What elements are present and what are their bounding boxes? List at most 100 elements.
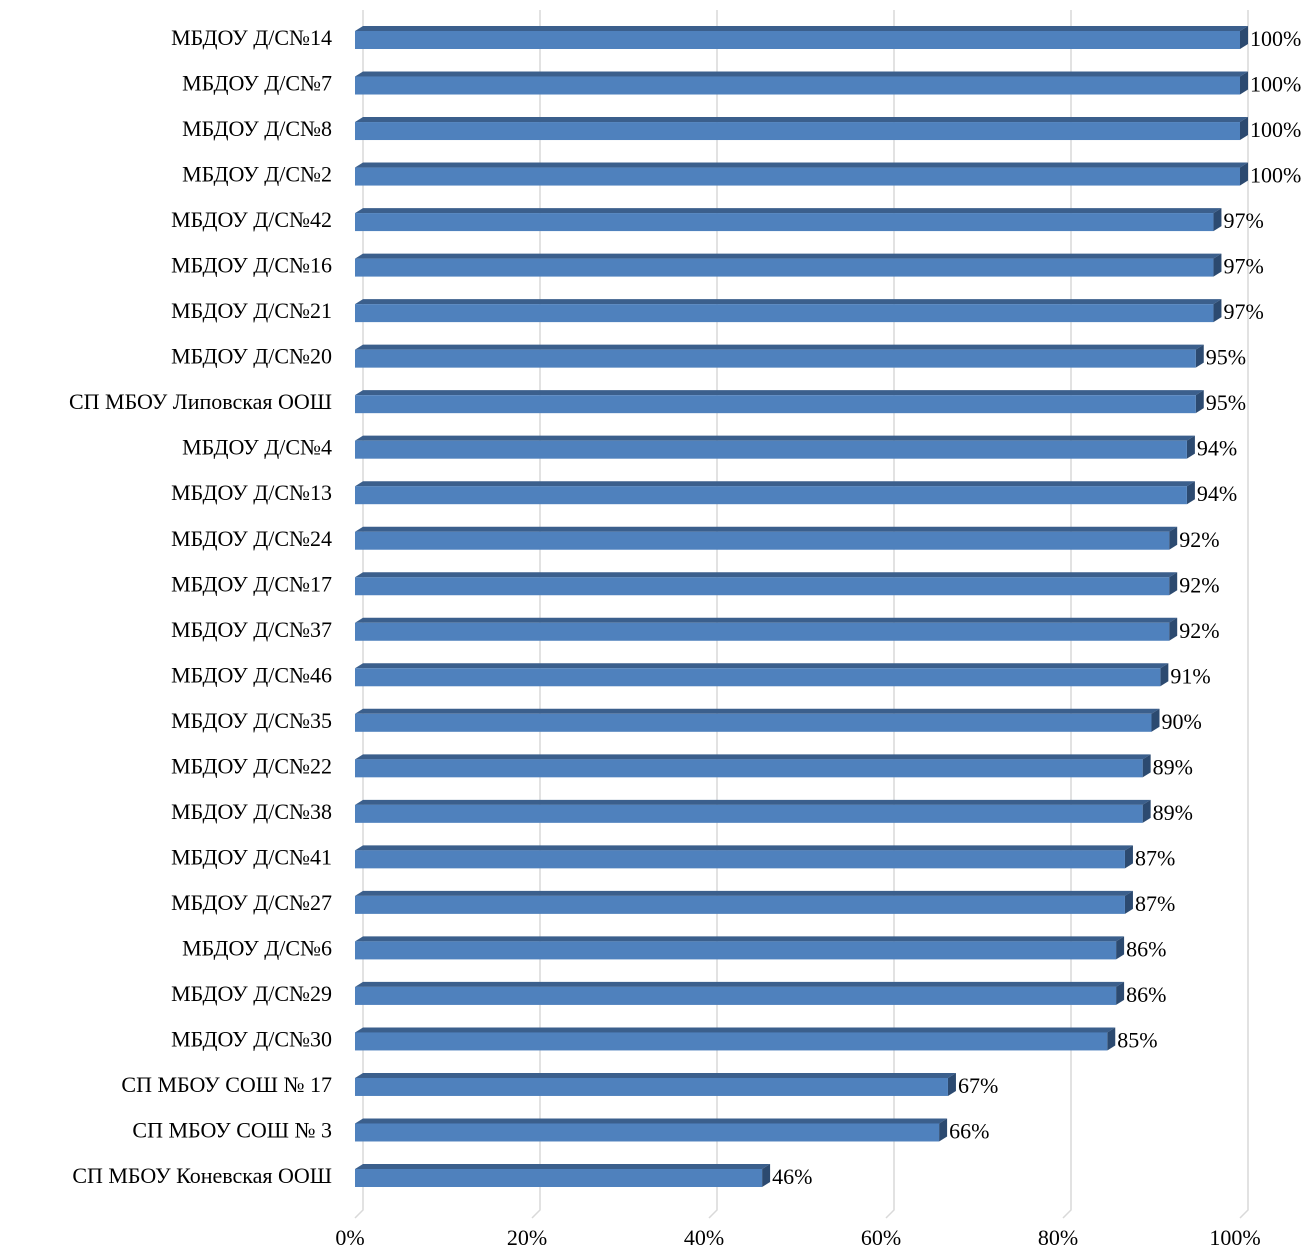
value-label: 92% xyxy=(1179,572,1219,597)
bar-side xyxy=(1240,162,1248,186)
bar-top xyxy=(355,299,1222,305)
y-tick-label: МБДОУ Д/С№21 xyxy=(171,298,332,323)
bar-side xyxy=(1195,344,1204,368)
value-label: 95% xyxy=(1206,345,1246,370)
bar-front xyxy=(355,713,1152,732)
bar-front xyxy=(355,1032,1108,1051)
y-tick-label: МБДОУ Д/С№14 xyxy=(171,25,332,50)
bar-side xyxy=(1213,299,1222,323)
bar-side xyxy=(1124,845,1133,869)
bar-front xyxy=(355,258,1214,277)
bar-front xyxy=(355,167,1240,186)
bar xyxy=(355,663,1169,687)
bar-top xyxy=(355,117,1248,123)
y-tick-label: МБДОУ Д/С№22 xyxy=(171,753,332,778)
bar-front xyxy=(355,986,1117,1005)
bar-front xyxy=(355,850,1125,869)
value-label: 85% xyxy=(1117,1027,1157,1052)
y-tick-label: СП МБОУ Коневская ООШ xyxy=(72,1163,332,1188)
bar xyxy=(355,845,1133,869)
bar-side xyxy=(939,1118,948,1142)
bar-side xyxy=(1124,890,1133,914)
value-label: 100% xyxy=(1250,163,1301,188)
bar-top xyxy=(355,1164,771,1169)
y-tick-label: МБДОУ Д/С№20 xyxy=(171,344,332,369)
value-label: 91% xyxy=(1170,663,1210,688)
bar-front xyxy=(355,486,1187,505)
bar-top xyxy=(355,663,1169,669)
bar-top xyxy=(355,845,1133,851)
y-tick-label: МБДОУ Д/С№6 xyxy=(182,935,332,960)
bar xyxy=(355,26,1248,49)
y-tick-label: МБДОУ Д/С№37 xyxy=(171,617,332,642)
x-tick-label: 40% xyxy=(684,1225,724,1250)
bar xyxy=(355,572,1178,596)
value-label: 89% xyxy=(1153,754,1193,779)
bar-side xyxy=(1240,117,1248,141)
bar-front xyxy=(355,759,1143,778)
bar-front xyxy=(355,577,1170,596)
bar-side xyxy=(1169,572,1178,596)
value-label: 87% xyxy=(1135,845,1175,870)
bar-front xyxy=(355,1123,940,1142)
bar-front xyxy=(355,213,1214,232)
y-tick-label: МБДОУ Д/С№35 xyxy=(171,708,332,733)
y-tick-label: МБДОУ Д/С№30 xyxy=(171,1026,332,1051)
bar-side xyxy=(1240,71,1248,95)
bar xyxy=(355,117,1248,141)
y-tick-label: МБДОУ Д/С№38 xyxy=(171,799,332,824)
bar-top xyxy=(355,390,1204,396)
y-tick-label: МБДОУ Д/С№7 xyxy=(182,71,332,96)
value-label: 100% xyxy=(1250,26,1301,51)
bar-top xyxy=(355,526,1178,532)
value-label: 90% xyxy=(1162,709,1202,734)
bar-side xyxy=(1116,936,1125,960)
bar-side xyxy=(1142,754,1151,778)
bar xyxy=(355,1164,771,1187)
value-label: 97% xyxy=(1223,254,1263,279)
bar-front xyxy=(355,804,1143,823)
bar-side xyxy=(1169,526,1178,550)
bar xyxy=(355,799,1151,823)
y-tick-label: МБДОУ Д/С№16 xyxy=(171,253,332,278)
y-tick-label: МБДОУ Д/С№29 xyxy=(171,981,332,1006)
bar-top xyxy=(355,572,1178,578)
bar-front xyxy=(355,622,1170,641)
bar-side xyxy=(1240,26,1248,49)
value-label: 89% xyxy=(1153,800,1193,825)
bar-side xyxy=(1213,253,1222,277)
y-tick-label: СП МБОУ Липовская ООШ xyxy=(69,389,332,414)
bar xyxy=(355,1118,948,1142)
x-tick-label: 80% xyxy=(1038,1225,1078,1250)
value-label: 67% xyxy=(958,1073,998,1098)
bar-side xyxy=(1160,663,1169,687)
value-label: 94% xyxy=(1197,481,1237,506)
bar xyxy=(355,708,1160,732)
bar xyxy=(355,390,1204,414)
bar xyxy=(355,344,1204,368)
value-label: 97% xyxy=(1223,299,1263,324)
value-label: 86% xyxy=(1126,936,1166,961)
value-label: 92% xyxy=(1179,618,1219,643)
bar-top xyxy=(355,253,1222,259)
bar xyxy=(355,208,1222,232)
bar-side xyxy=(1213,208,1222,232)
bar-front xyxy=(355,395,1196,414)
y-tick-label: МБДОУ Д/С№27 xyxy=(171,890,332,915)
bar-top xyxy=(355,708,1160,714)
bar-side xyxy=(1186,435,1195,459)
bar xyxy=(355,936,1125,960)
bar-side xyxy=(1186,481,1195,505)
y-tick-label: МБДОУ Д/С№41 xyxy=(171,844,332,869)
bar xyxy=(355,1072,956,1096)
bar-side xyxy=(1151,708,1160,732)
grid-line xyxy=(1239,10,1249,1219)
value-label: 94% xyxy=(1197,436,1237,461)
y-tick-label: МБДОУ Д/С№13 xyxy=(171,480,332,505)
bar-top xyxy=(355,1118,948,1124)
bar-side xyxy=(1116,981,1125,1005)
bar-top xyxy=(355,162,1248,168)
bar-top xyxy=(355,26,1248,31)
bar-top xyxy=(355,435,1195,441)
